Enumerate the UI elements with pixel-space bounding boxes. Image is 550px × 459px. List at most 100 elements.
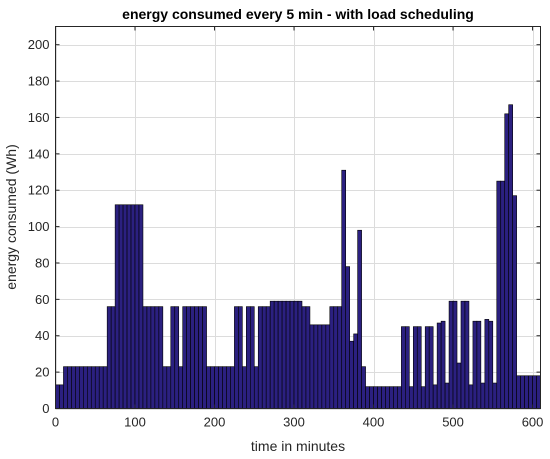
bar	[230, 366, 235, 409]
bar	[520, 375, 525, 409]
bar	[337, 306, 343, 409]
bar	[293, 300, 299, 409]
bar	[257, 306, 263, 409]
y-tick-label: 40	[35, 328, 49, 343]
bar	[202, 306, 207, 409]
bar	[83, 366, 88, 409]
x-axis-label: time in minutes	[251, 438, 345, 454]
y-tick-label: 180	[28, 74, 50, 89]
y-tick-label: 160	[28, 110, 50, 125]
bar	[253, 366, 259, 409]
bar	[472, 320, 478, 409]
bar	[528, 375, 533, 409]
bar	[186, 306, 191, 409]
bar-series	[55, 104, 541, 409]
bar	[198, 306, 203, 409]
bar	[412, 326, 418, 409]
bar	[532, 375, 537, 409]
x-tick-label: 300	[283, 415, 305, 430]
bar	[71, 366, 76, 409]
bar	[166, 366, 172, 409]
bar	[162, 366, 168, 409]
bar	[313, 324, 319, 409]
bar	[289, 300, 295, 409]
bar	[285, 300, 291, 409]
bar	[341, 169, 347, 409]
bar	[106, 306, 112, 409]
bar	[468, 384, 474, 409]
bar	[194, 306, 199, 409]
bar	[512, 195, 517, 409]
bar	[182, 306, 187, 409]
bar	[190, 306, 195, 409]
y-axis-label: energy consumed (Wh)	[3, 144, 19, 290]
bar	[373, 386, 378, 409]
bar	[59, 384, 64, 409]
bar	[365, 386, 370, 409]
bar	[126, 204, 132, 409]
bar	[178, 366, 184, 409]
y-tick-label: 140	[28, 146, 50, 161]
bar	[269, 300, 275, 409]
y-tick-label: 100	[28, 219, 50, 234]
bar	[401, 326, 406, 409]
bar	[424, 326, 430, 409]
bar	[369, 386, 374, 409]
bar	[405, 326, 410, 409]
bar	[504, 113, 509, 409]
bar	[301, 306, 307, 409]
bar	[492, 382, 498, 409]
bar	[174, 306, 180, 409]
bar	[226, 366, 231, 409]
bar	[206, 366, 211, 409]
bar	[305, 306, 311, 409]
bar	[456, 362, 462, 409]
bar	[357, 229, 362, 409]
bar	[361, 366, 366, 409]
bar	[79, 366, 84, 409]
bar	[345, 266, 350, 409]
bar	[448, 300, 454, 409]
bar	[277, 300, 283, 409]
bar	[476, 320, 482, 409]
x-tick-label: 0	[52, 415, 59, 430]
bar	[142, 306, 148, 409]
bar	[432, 384, 438, 409]
bar	[90, 366, 96, 409]
bar	[118, 204, 124, 409]
y-axis-ticks: 0 20 40 60 80 100 120 140 160 180 200	[28, 37, 541, 416]
bar	[500, 180, 506, 409]
bar	[63, 366, 68, 409]
y-tick-label: 200	[28, 37, 50, 52]
bar	[154, 306, 160, 409]
bar	[170, 306, 176, 409]
bar	[281, 300, 287, 409]
y-tick-label: 20	[35, 365, 49, 380]
bar	[536, 375, 541, 409]
bar	[325, 324, 331, 409]
bar	[130, 204, 136, 409]
bar	[214, 366, 219, 409]
bar	[238, 306, 243, 409]
bar	[508, 104, 513, 409]
axes-frame	[55, 26, 541, 409]
x-tick-label: 100	[124, 415, 146, 430]
y-tick-label: 120	[28, 183, 50, 198]
y-tick-label: 60	[35, 292, 49, 307]
bar	[393, 386, 398, 409]
bar	[297, 300, 303, 409]
bar	[273, 300, 279, 409]
bar	[249, 306, 255, 409]
bar	[385, 386, 390, 409]
bar	[321, 324, 327, 409]
bar	[234, 306, 239, 409]
bar	[496, 180, 502, 409]
bar	[55, 384, 60, 409]
bar	[389, 386, 394, 409]
bar	[222, 366, 227, 409]
bar	[210, 366, 215, 409]
bar	[452, 300, 458, 409]
bar	[428, 326, 434, 409]
